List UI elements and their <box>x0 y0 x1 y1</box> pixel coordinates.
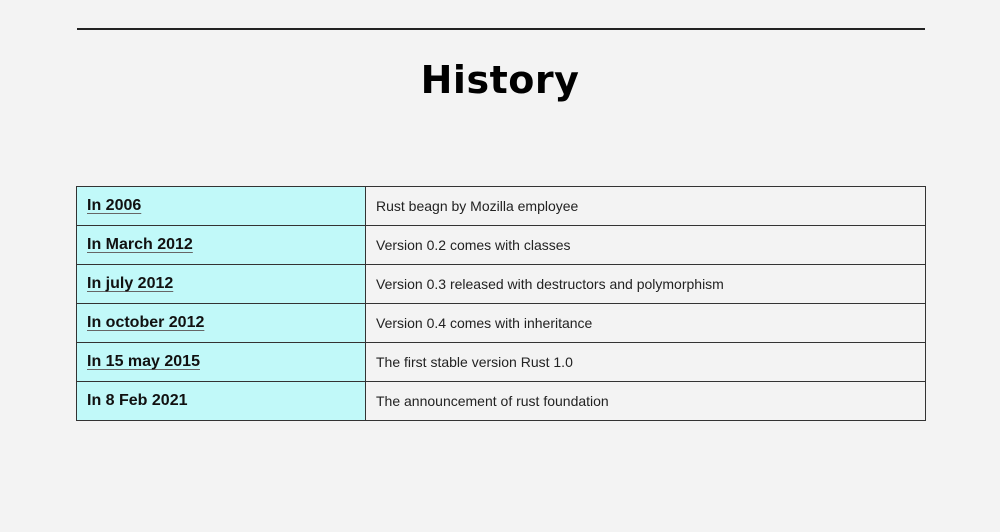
date-cell[interactable]: In March 2012 <box>76 225 366 265</box>
history-table: In 2006 Rust beagn by Mozilla employee I… <box>76 186 926 421</box>
date-link[interactable]: In 2006 <box>87 197 142 214</box>
table-row: In 8 Feb 2021 The announcement of rust f… <box>76 381 926 421</box>
date-cell: In 8 Feb 2021 <box>76 381 366 421</box>
event-cell: The first stable version Rust 1.0 <box>365 342 926 382</box>
date-cell[interactable]: In 2006 <box>76 186 366 226</box>
date-link[interactable]: In March 2012 <box>87 236 193 253</box>
event-cell: The announcement of rust foundation <box>365 381 926 421</box>
date-link[interactable]: In 15 may 2015 <box>87 353 200 370</box>
table-row: In october 2012 Version 0.4 comes with i… <box>76 303 926 343</box>
event-cell: Version 0.4 comes with inheritance <box>365 303 926 343</box>
event-cell: Version 0.2 comes with classes <box>365 225 926 265</box>
date-cell[interactable]: In october 2012 <box>76 303 366 343</box>
event-cell: Rust beagn by Mozilla employee <box>365 186 926 226</box>
date-cell[interactable]: In 15 may 2015 <box>76 342 366 382</box>
top-divider <box>77 28 925 30</box>
date-link[interactable]: In october 2012 <box>87 314 205 331</box>
date-link[interactable]: In july 2012 <box>87 275 174 292</box>
table-row: In july 2012 Version 0.3 released with d… <box>76 264 926 304</box>
date-text: In 8 Feb 2021 <box>87 392 188 409</box>
date-cell[interactable]: In july 2012 <box>76 264 366 304</box>
table-row: In 15 may 2015 The first stable version … <box>76 342 926 382</box>
event-cell: Version 0.3 released with destructors an… <box>365 264 926 304</box>
page-title: History <box>420 58 580 102</box>
table-row: In 2006 Rust beagn by Mozilla employee <box>76 186 926 226</box>
table-row: In March 2012 Version 0.2 comes with cla… <box>76 225 926 265</box>
